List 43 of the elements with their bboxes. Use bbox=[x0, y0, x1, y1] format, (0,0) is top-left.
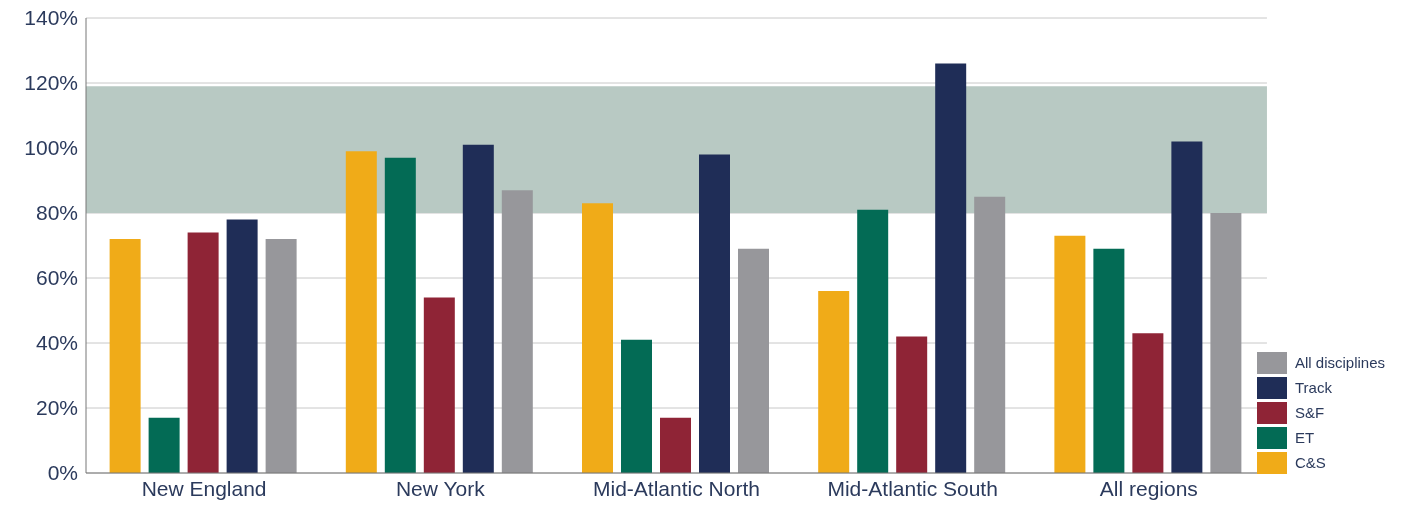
bar bbox=[226, 219, 258, 473]
bar bbox=[935, 63, 967, 473]
y-tick-label: 40% bbox=[35, 331, 78, 355]
y-tick-label: 0% bbox=[47, 461, 78, 485]
bar bbox=[1171, 141, 1203, 473]
y-tick-label: 120% bbox=[24, 71, 78, 95]
x-tick-label: Mid-Atlantic North bbox=[593, 476, 760, 500]
x-tick-label: New England bbox=[141, 476, 267, 500]
bar bbox=[1132, 333, 1164, 473]
bar bbox=[384, 157, 416, 473]
y-tick-label: 60% bbox=[35, 266, 78, 290]
bar bbox=[109, 239, 141, 473]
bar bbox=[345, 151, 377, 473]
bar bbox=[1093, 248, 1125, 473]
bar bbox=[896, 336, 928, 473]
legend-label: C&S bbox=[1294, 454, 1326, 471]
y-tick-label: 80% bbox=[35, 201, 78, 225]
bar bbox=[738, 248, 769, 473]
y-tick-label: 20% bbox=[35, 396, 78, 420]
bar bbox=[818, 291, 850, 473]
bar bbox=[148, 417, 180, 473]
x-tick-label: All regions bbox=[1099, 476, 1198, 500]
x-tick-label: Mid-Atlantic South bbox=[827, 476, 998, 500]
x-tick-label: New York bbox=[395, 476, 486, 500]
bar bbox=[699, 154, 730, 473]
legend-label: ET bbox=[1294, 429, 1315, 446]
bar bbox=[582, 203, 613, 473]
legend-label: S&F bbox=[1294, 404, 1325, 421]
bar bbox=[621, 339, 652, 473]
bar bbox=[974, 196, 1006, 473]
legend-label: Track bbox=[1294, 379, 1332, 396]
y-tick-label: 100% bbox=[24, 136, 78, 160]
bar bbox=[423, 297, 455, 473]
bar bbox=[462, 144, 494, 473]
y-tick-label: 140% bbox=[24, 6, 78, 30]
bar bbox=[660, 417, 691, 473]
bar bbox=[265, 239, 297, 473]
bar bbox=[857, 209, 889, 473]
bar bbox=[501, 190, 533, 473]
legend-label: All disciplines bbox=[1294, 354, 1385, 371]
bar bbox=[1210, 213, 1242, 473]
bar bbox=[187, 232, 219, 473]
bar bbox=[1054, 235, 1086, 473]
